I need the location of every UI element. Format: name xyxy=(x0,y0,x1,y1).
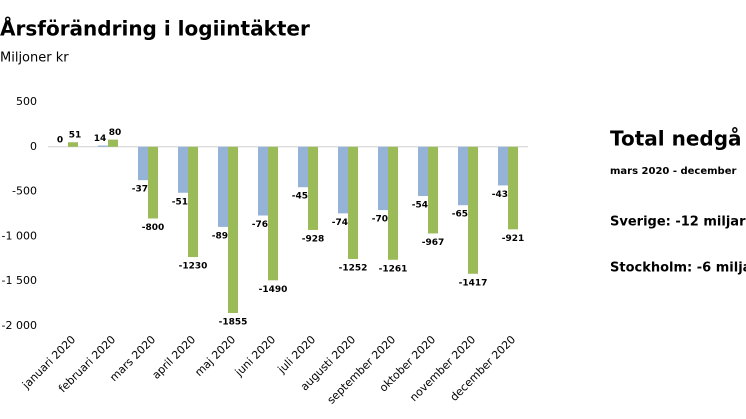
value-label: -451 xyxy=(292,192,315,202)
value-label: -1252 xyxy=(339,263,368,273)
bar xyxy=(508,146,518,230)
value-label: -928 xyxy=(302,234,325,244)
value-label: -431 xyxy=(492,190,515,200)
value-label: -1261 xyxy=(379,264,408,274)
value-label: 80 xyxy=(109,128,122,138)
value-label: -513 xyxy=(172,197,195,207)
value-label: -652 xyxy=(452,210,475,220)
y-tick-label: -2 000 xyxy=(2,319,37,332)
value-label: -1230 xyxy=(179,262,208,272)
value-label: 51 xyxy=(69,131,82,141)
value-label: -1490 xyxy=(259,285,288,295)
value-label: -372 xyxy=(132,185,155,195)
x-tick-label: april 2020 xyxy=(150,333,199,382)
bar xyxy=(148,146,158,219)
x-tick-label: september 2020 xyxy=(325,333,399,407)
value-label: -894 xyxy=(212,231,235,241)
bar xyxy=(108,139,118,147)
bar xyxy=(178,146,188,193)
value-label: -743 xyxy=(332,218,355,228)
value-label: -800 xyxy=(142,223,165,233)
bar xyxy=(308,146,318,230)
side-period: mars 2020 - december xyxy=(610,166,736,177)
bar xyxy=(498,146,508,186)
bar xyxy=(338,146,348,214)
bar xyxy=(388,146,398,260)
y-tick-label: -500 xyxy=(12,185,37,198)
bar xyxy=(188,146,198,258)
bar xyxy=(68,142,78,147)
x-tick-label: juni 2020 xyxy=(232,333,278,379)
side-sweden: Sverige: -12 miljard xyxy=(610,215,746,230)
value-label: -1855 xyxy=(219,318,248,328)
bar xyxy=(268,146,278,281)
bar xyxy=(298,146,308,188)
side-heading: Total nedgå xyxy=(610,127,742,151)
bar xyxy=(428,146,438,234)
y-tick-label: 500 xyxy=(16,95,37,108)
bar xyxy=(228,146,238,314)
side-stockholm: Stockholm: -6 miljar xyxy=(610,261,746,276)
chart-subtitle: Miljoner kr xyxy=(0,51,69,66)
value-label: -967 xyxy=(422,238,445,248)
y-tick-label: -1 000 xyxy=(2,229,37,242)
value-label: -921 xyxy=(502,234,525,244)
x-tick-label: maj 2020 xyxy=(192,333,238,379)
bar xyxy=(258,146,268,216)
value-label: -706 xyxy=(372,215,395,225)
value-label: 14 xyxy=(94,134,107,144)
value-label: -549 xyxy=(412,200,435,210)
bar xyxy=(458,146,468,206)
bar xyxy=(138,146,148,181)
value-label: 0 xyxy=(57,135,63,145)
bar xyxy=(98,145,108,147)
y-tick-label: 0 xyxy=(30,140,37,153)
chart-title: Årsförändring i logiintäkter xyxy=(0,17,310,41)
bar xyxy=(378,146,388,211)
y-tick-label: -1 500 xyxy=(2,274,37,287)
bar xyxy=(348,146,358,259)
bar xyxy=(418,146,428,196)
value-label: -767 xyxy=(252,220,275,230)
value-label: -1417 xyxy=(459,278,488,288)
bar xyxy=(468,146,478,274)
bar xyxy=(218,146,228,227)
